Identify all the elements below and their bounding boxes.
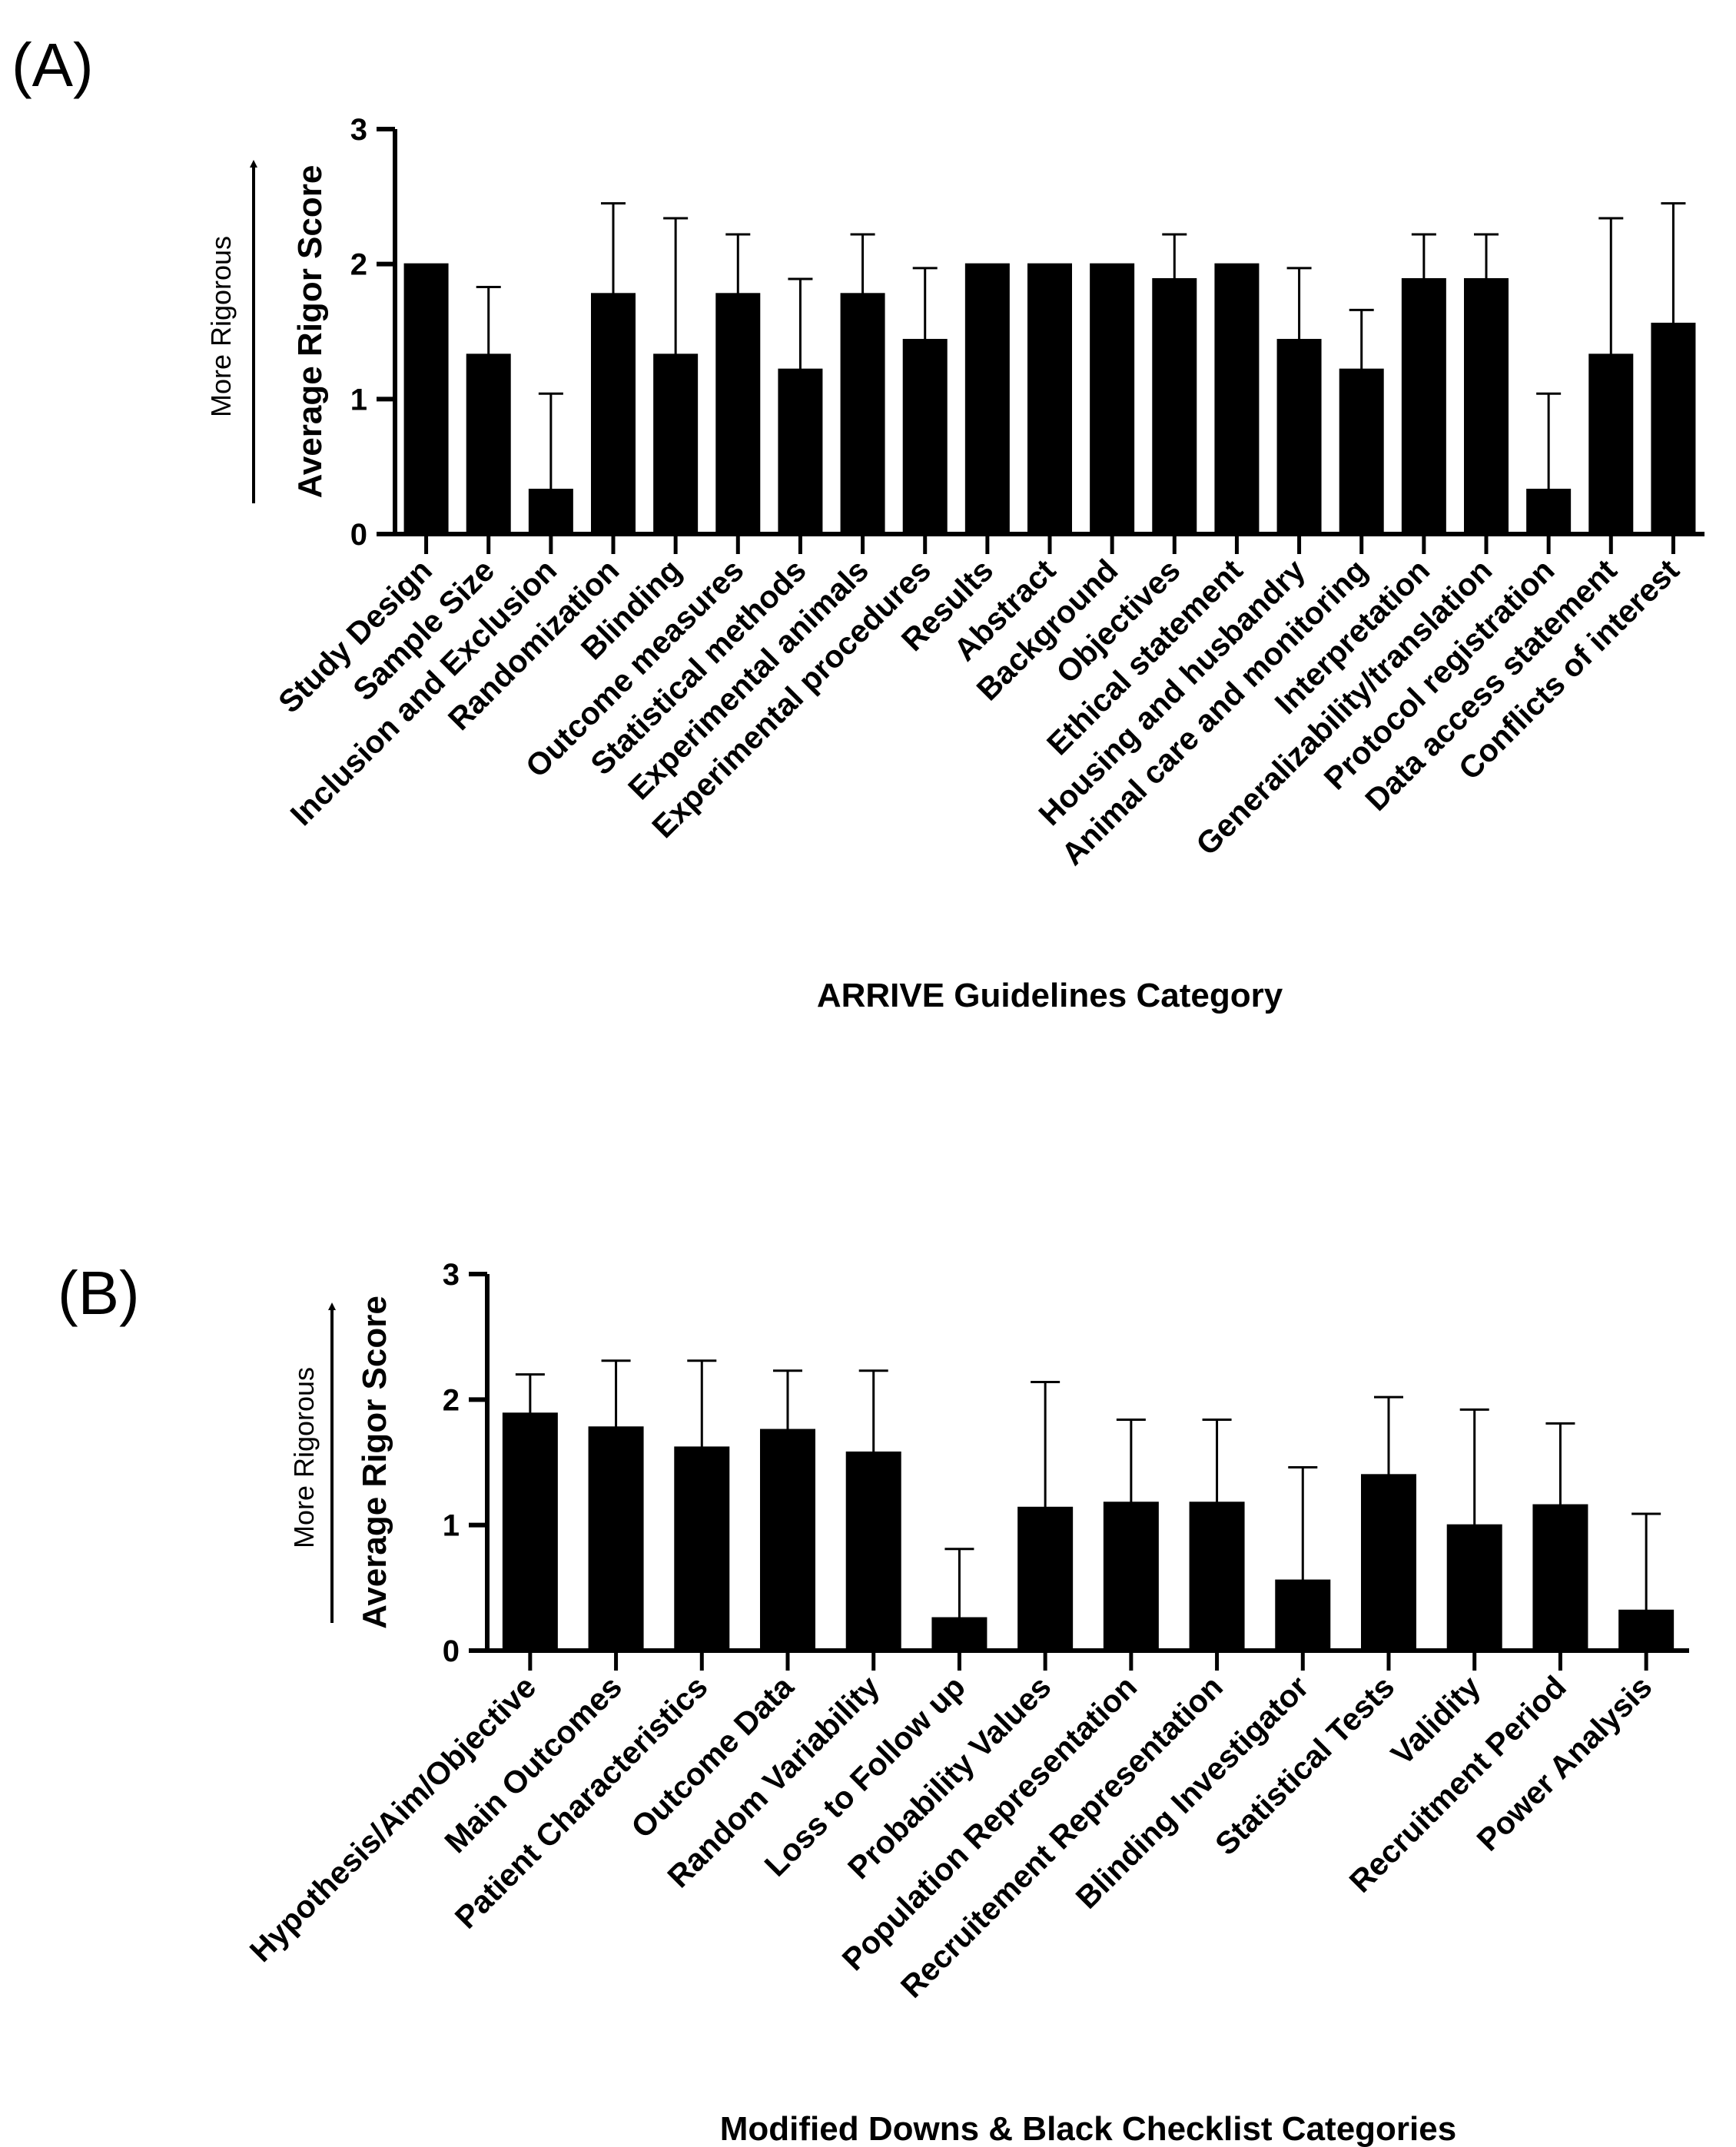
y-tick-label-b: 0 <box>443 1634 460 1668</box>
bar-b <box>1103 1502 1159 1652</box>
bar-b <box>931 1617 987 1652</box>
bar-a <box>591 293 636 535</box>
x-axis-title-b: Modified Downs & Black Checklist Categor… <box>720 2110 1456 2147</box>
bar-b <box>1189 1502 1245 1652</box>
y-tick-label-a: 2 <box>350 248 367 282</box>
panel-label-b: (B) <box>58 1259 140 1327</box>
bar-b <box>674 1446 730 1652</box>
bar-a <box>1464 277 1509 535</box>
x-axis-title-a: ARRIVE Guidelines Category <box>817 977 1283 1014</box>
bar-a <box>715 293 761 535</box>
bar-a <box>902 339 948 536</box>
bar-a <box>1276 339 1322 536</box>
y-axis-title-b: Average Rigor Score <box>356 1296 393 1629</box>
y-tick-label-b: 2 <box>443 1383 460 1417</box>
y-tick-label-a: 1 <box>350 383 367 416</box>
bar-a <box>1526 489 1572 536</box>
bar-a <box>840 293 885 535</box>
bar-a <box>1090 263 1135 535</box>
rigor-arrow-label-b: More Rigorous <box>288 1367 320 1548</box>
bar-a <box>466 353 511 536</box>
category-label-a: Inclusion and Exclusion <box>284 553 563 832</box>
bar-a <box>778 368 823 536</box>
bar-b <box>588 1426 644 1652</box>
bar-a <box>1588 353 1634 536</box>
bar-a <box>528 489 573 536</box>
bar-b <box>1618 1609 1675 1652</box>
bar-b <box>1017 1506 1074 1652</box>
panel-label-a: (A) <box>12 31 94 99</box>
bar-a <box>964 263 1010 535</box>
bar-b <box>502 1412 558 1652</box>
bar-a <box>1651 322 1696 535</box>
y-tick-label-a: 3 <box>350 113 367 147</box>
bar-b <box>1275 1579 1331 1652</box>
rigor-arrow-label-a: More Rigorous <box>205 236 237 417</box>
bar-b <box>760 1429 815 1651</box>
y-tick-label-b: 1 <box>443 1509 460 1543</box>
bar-b <box>845 1451 901 1652</box>
y-axis-title-a: Average Rigor Score <box>291 165 329 499</box>
bar-b <box>1361 1474 1416 1652</box>
y-tick-label-a: 0 <box>350 518 367 552</box>
bar-a <box>1027 263 1072 535</box>
bar-a <box>1339 368 1384 536</box>
bar-a <box>403 263 449 535</box>
bar-a <box>1152 277 1197 535</box>
bar-a <box>653 353 699 536</box>
bar-a <box>1401 277 1446 535</box>
bar-b <box>1532 1504 1588 1651</box>
bar-a <box>1214 263 1260 535</box>
bar-b <box>1446 1524 1502 1651</box>
y-tick-label-b: 3 <box>443 1258 460 1292</box>
